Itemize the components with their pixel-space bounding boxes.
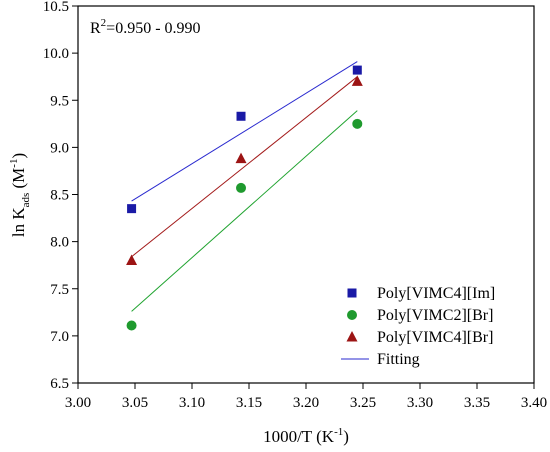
data-point-0-2	[352, 65, 362, 75]
x-tick-label-5: 3.25	[350, 395, 376, 411]
y-tick-label-5: 9.0	[50, 140, 69, 156]
fit-line-1	[131, 110, 358, 312]
y-tick-label-7: 10.0	[43, 46, 69, 62]
x-axis-title: 1000/T (K-1)	[263, 426, 349, 446]
data-point-1-1	[236, 182, 247, 193]
legend-marker-2	[346, 331, 358, 342]
x-tick-label-8: 3.40	[521, 395, 547, 411]
x-tick-label-1: 3.05	[122, 395, 148, 411]
y-tick-label-0: 6.5	[50, 376, 69, 392]
x-tick-label-7: 3.35	[464, 395, 490, 411]
data-point-1-2	[352, 118, 363, 129]
data-point-2-1	[235, 152, 247, 164]
x-tick-label-2: 3.10	[179, 395, 205, 411]
legend-marker-0	[347, 288, 357, 298]
data-point-0-0	[127, 204, 137, 214]
fit-line-2	[131, 76, 358, 258]
legend-label-fitting: Fitting	[377, 351, 420, 368]
y-tick-label-4: 8.5	[50, 188, 69, 204]
y-tick-label-3: 8.0	[50, 235, 69, 251]
axis-ticks: 3.00 3.05 3.10 3.15 3.20 3.25 3.30 3.35 3.40 6.5 7…	[43, 0, 547, 411]
legend-marker-1	[347, 310, 357, 320]
y-tick-label-2: 7.5	[50, 282, 69, 298]
data-point-2-2	[351, 75, 363, 86]
x-tick-label-6: 3.30	[407, 395, 433, 411]
r2-annotation: R2=0.950 - 0.990	[90, 17, 201, 37]
legend: Poly[VIMC4][Im] Poly[VIMC2][Br] Poly[VIMC4…	[341, 285, 495, 368]
y-axis-title: ln Kads (M-1)	[8, 153, 32, 237]
data-point-0-1	[236, 111, 246, 121]
y-tick-label-6: 9.5	[50, 93, 69, 109]
data-point-1-0	[126, 320, 137, 331]
y-tick-label-1: 7.0	[50, 329, 69, 345]
fit-lines	[131, 61, 358, 312]
x-tick-label-4: 3.20	[293, 395, 319, 411]
fit-line-0	[131, 61, 358, 202]
plot-area	[77, 5, 535, 384]
x-tick-label-3: 3.15	[236, 395, 262, 411]
data-points	[126, 65, 363, 331]
legend-label-1: Poly[VIMC2][Br]	[377, 307, 493, 324]
data-point-2-0	[126, 254, 138, 265]
y-tick-label-8: 10.5	[43, 0, 69, 15]
legend-label-0: Poly[VIMC4][Im]	[377, 285, 495, 302]
legend-label-2: Poly[VIMC4][Br]	[377, 329, 493, 346]
x-tick-label-0: 3.00	[65, 395, 91, 411]
